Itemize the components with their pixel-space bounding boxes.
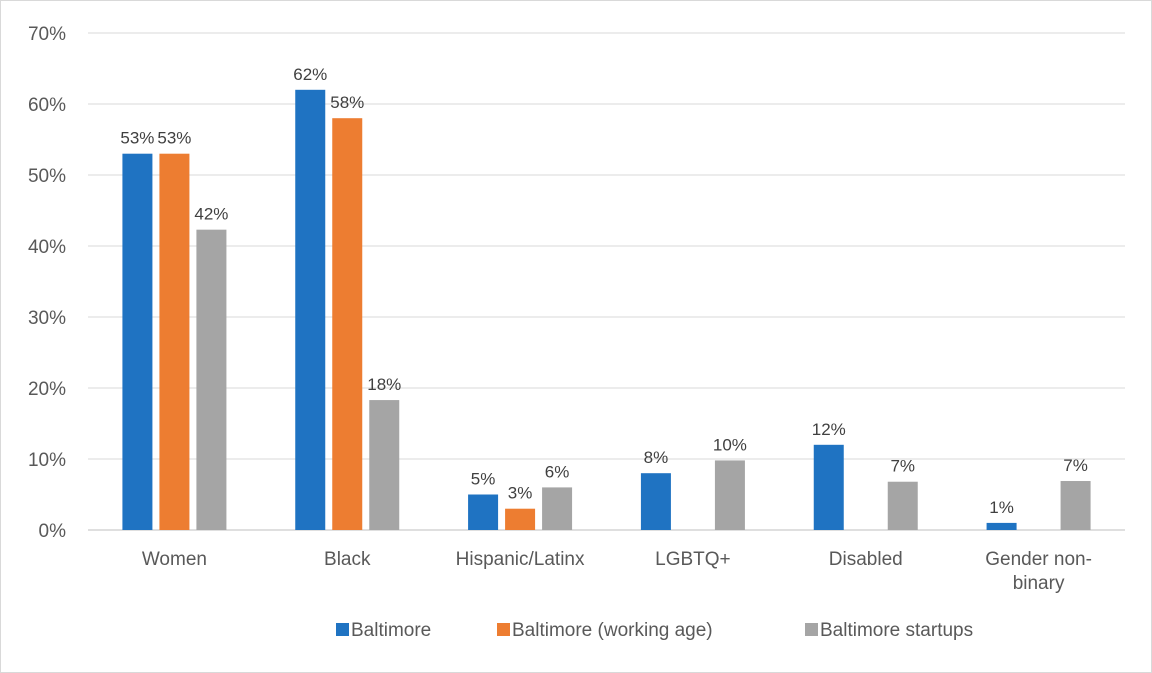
x-tick-label: Hispanic/Latinx [456, 549, 585, 570]
data-labels: 53% 62% 5% 8% 12% 1% 53% 58% 3% 42% 18% 6% 10% 7% 7% [120, 65, 1087, 517]
y-tick-label: 70% [28, 24, 66, 45]
data-label: 8% [644, 448, 669, 467]
bar [295, 89, 326, 531]
bar [640, 473, 671, 530]
bar [505, 508, 536, 530]
y-tick-label: 40% [28, 237, 66, 258]
x-tick-label: Gender non-binary [985, 549, 1092, 594]
bars [122, 89, 1091, 531]
data-label: 1% [989, 498, 1014, 517]
data-label: 7% [1063, 456, 1088, 475]
y-tick-label: 10% [28, 450, 66, 471]
x-tick-label: Black [324, 549, 371, 570]
data-label: 58% [330, 93, 364, 112]
x-tick-label-line: Hispanic/Latinx [456, 549, 585, 570]
bar [196, 229, 227, 531]
data-label: 42% [194, 205, 228, 224]
bar [887, 481, 918, 530]
data-label: 6% [545, 462, 570, 481]
legend-label: Baltimore [351, 620, 431, 641]
legend-swatch [336, 623, 349, 636]
data-label: 10% [713, 435, 747, 454]
legend-label: Baltimore startups [820, 620, 973, 641]
y-axis-ticks: 0% 10% 20% 30% 40% 50% 60% 70% [28, 24, 66, 542]
legend-label: Baltimore (working age) [512, 620, 713, 641]
bar [468, 494, 499, 530]
y-tick-label: 50% [28, 166, 66, 187]
data-label: 5% [471, 470, 496, 489]
bar [332, 118, 363, 530]
x-tick-label: Disabled [829, 549, 903, 570]
x-tick-label: LGBTQ+ [655, 549, 731, 570]
legend-swatch [497, 623, 510, 636]
gridlines [88, 32, 1125, 531]
data-label: 53% [157, 129, 191, 148]
x-tick-label-line: Women [142, 549, 207, 570]
x-tick-label: Women [142, 549, 207, 570]
x-tick-label-line: LGBTQ+ [655, 549, 731, 570]
bar [159, 153, 190, 530]
data-label: 7% [890, 457, 915, 476]
data-label: 18% [367, 375, 401, 394]
bar [986, 522, 1017, 530]
legend: Baltimore Baltimore (working age) Baltimor… [336, 620, 973, 641]
x-tick-label-line: Gender non- [985, 549, 1092, 570]
bar [122, 153, 153, 530]
y-tick-label: 20% [28, 379, 66, 400]
legend-swatch [805, 623, 818, 636]
data-label: 12% [812, 420, 846, 439]
x-axis-categories: Women Black Hispanic/Latinx LGBTQ+ Disabled G… [142, 549, 1092, 594]
x-tick-label-line: Black [324, 549, 371, 570]
y-tick-label: 60% [28, 95, 66, 116]
bar [369, 400, 400, 530]
data-label: 53% [120, 129, 154, 148]
data-label: 3% [508, 484, 533, 503]
bar [813, 444, 844, 530]
bar [542, 487, 573, 530]
bar [1060, 481, 1091, 530]
x-tick-label-line: Disabled [829, 549, 903, 570]
y-tick-label: 0% [39, 521, 67, 542]
x-tick-label-line: binary [1013, 573, 1065, 594]
bar [714, 460, 745, 530]
y-tick-label: 30% [28, 308, 66, 329]
data-label: 62% [293, 65, 327, 84]
